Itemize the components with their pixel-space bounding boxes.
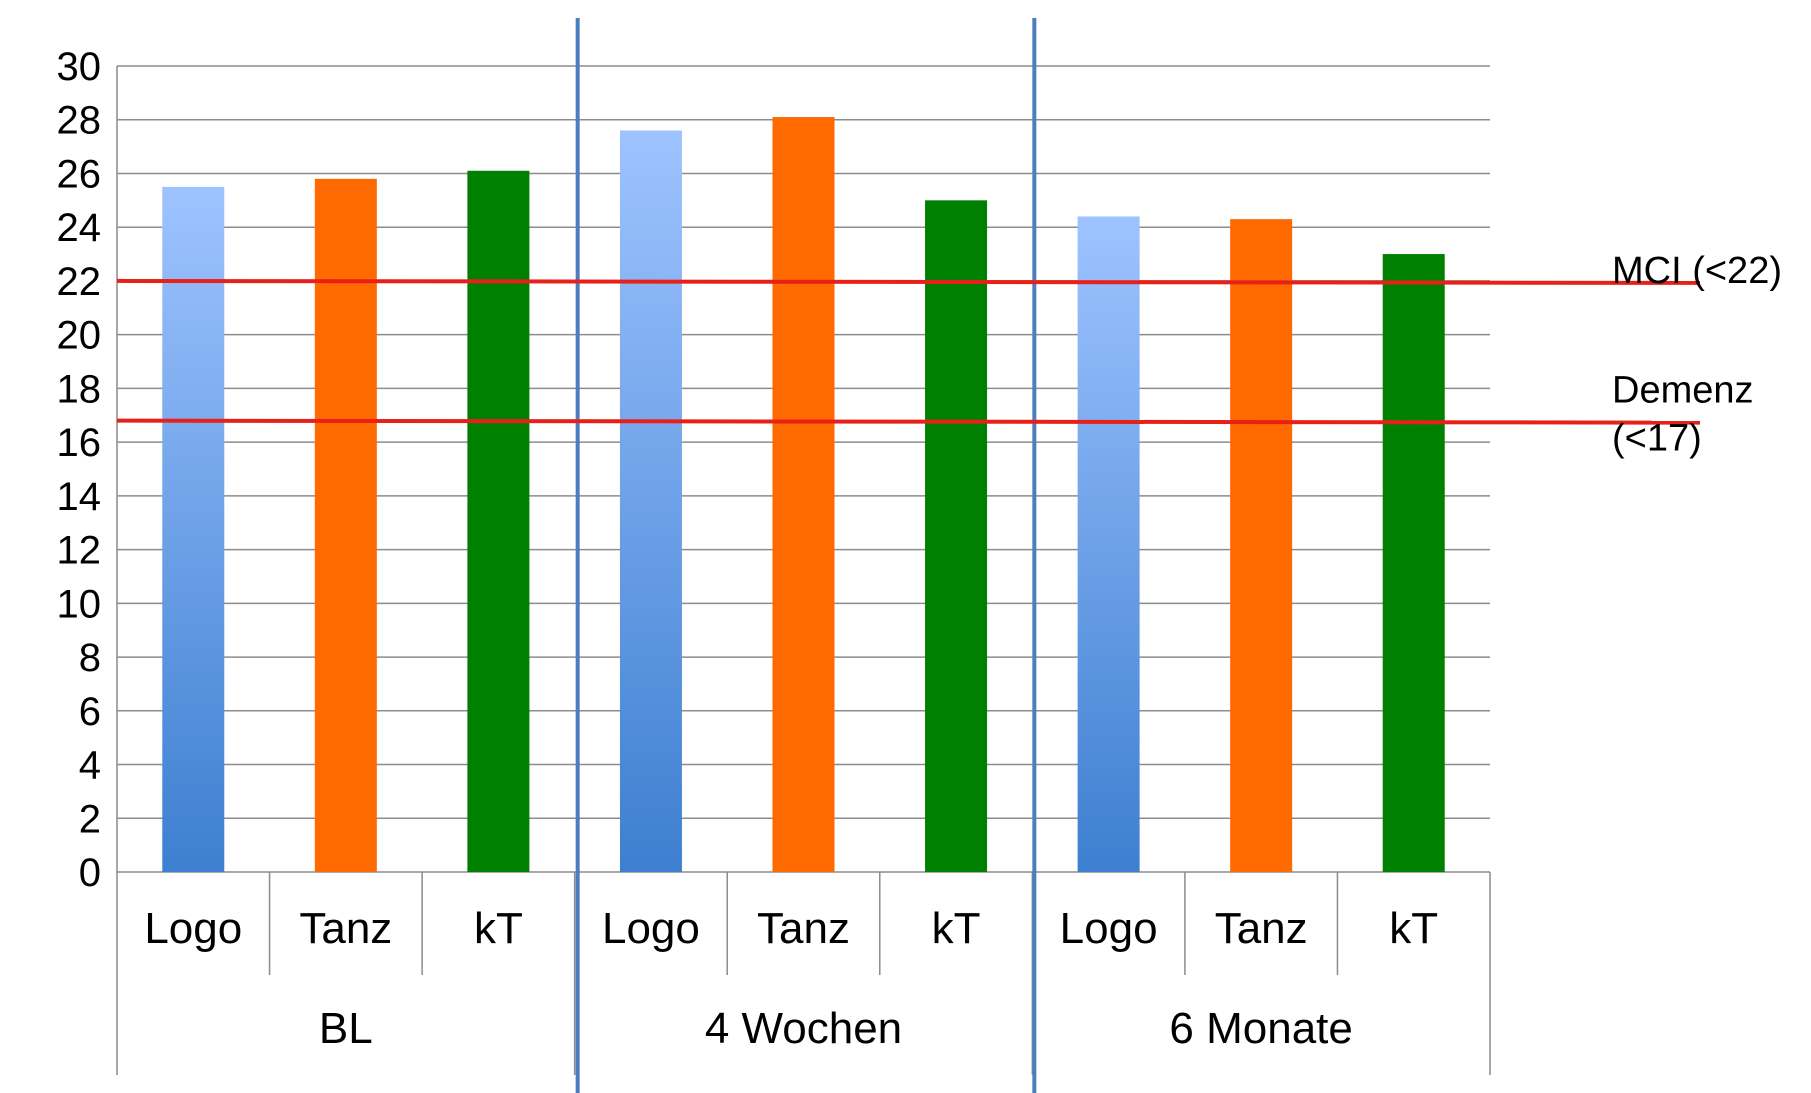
reference-line xyxy=(116,278,1701,285)
bar-kt xyxy=(925,200,988,873)
y-tick-label: 10 xyxy=(57,582,102,626)
bar-logo xyxy=(619,130,682,873)
axes xyxy=(116,66,1491,1075)
group-label: BL xyxy=(319,1004,373,1053)
y-tick-label: 4 xyxy=(79,744,101,788)
bar-logo xyxy=(1077,216,1140,872)
category-label: kT xyxy=(1389,904,1438,953)
bar-kt xyxy=(1382,254,1445,873)
reference-line xyxy=(116,418,1701,425)
category-label: Logo xyxy=(602,904,700,953)
bar-tanz xyxy=(314,178,377,873)
category-label: kT xyxy=(474,904,523,953)
reference-line-label: (<17) xyxy=(1612,418,1702,460)
category-label: Logo xyxy=(144,904,242,953)
y-tick-label: 14 xyxy=(57,475,102,519)
group-label: 6 Monate xyxy=(1169,1004,1352,1053)
y-tick-label: 6 xyxy=(79,690,101,734)
y-tick-label: 0 xyxy=(79,851,101,895)
category-label: Tanz xyxy=(757,904,850,953)
bar-tanz xyxy=(1230,219,1293,872)
category-label: kT xyxy=(932,904,981,953)
y-tick-label: 24 xyxy=(57,206,102,250)
category-label: Logo xyxy=(1060,904,1158,953)
reference-line-label: Demenz xyxy=(1612,370,1754,412)
y-tick-label: 16 xyxy=(57,421,102,465)
category-label: Tanz xyxy=(299,904,392,953)
y-tick-label: 20 xyxy=(57,314,102,358)
reference-lines xyxy=(116,18,1701,1093)
bar-tanz xyxy=(772,117,835,872)
bars xyxy=(162,117,1445,873)
y-tick-label: 2 xyxy=(79,797,101,841)
category-label: Tanz xyxy=(1215,904,1308,953)
group-label: 4 Wochen xyxy=(705,1004,902,1053)
y-tick-label: 8 xyxy=(79,636,101,680)
y-tick-label: 26 xyxy=(57,152,102,196)
bar-logo xyxy=(162,186,225,872)
y-tick-label: 22 xyxy=(57,260,102,304)
y-tick-label: 18 xyxy=(57,367,102,411)
bar-kt xyxy=(467,170,530,872)
reference-line-label: MCI (<22) xyxy=(1612,250,1782,292)
y-tick-label: 30 xyxy=(57,45,102,89)
y-tick-label: 28 xyxy=(57,99,102,143)
y-tick-label: 12 xyxy=(57,529,102,573)
